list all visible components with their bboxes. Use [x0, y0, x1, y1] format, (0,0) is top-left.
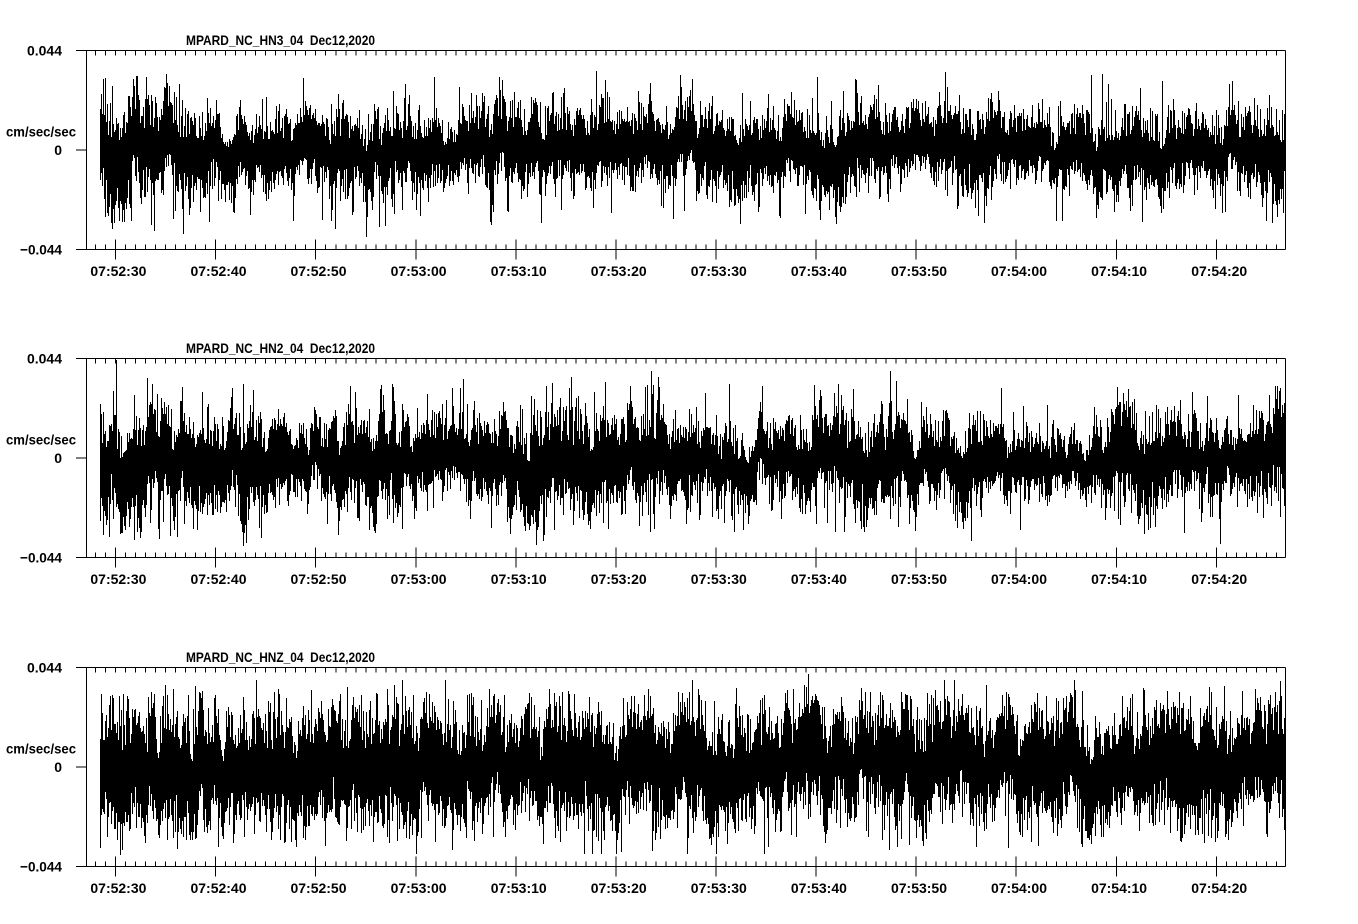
svg-text:07:53:00: 07:53:00 — [391, 880, 447, 896]
svg-text:0: 0 — [54, 450, 62, 466]
svg-text:07:54:20: 07:54:20 — [1191, 571, 1247, 587]
svg-text:cm/sec/sec: cm/sec/sec — [6, 432, 76, 448]
svg-text:07:54:00: 07:54:00 — [991, 880, 1047, 896]
svg-text:07:54:10: 07:54:10 — [1091, 571, 1147, 587]
svg-text:07:54:10: 07:54:10 — [1091, 880, 1147, 896]
svg-text:07:52:50: 07:52:50 — [291, 880, 347, 896]
svg-text:07:53:20: 07:53:20 — [591, 571, 647, 587]
svg-text:07:53:40: 07:53:40 — [791, 880, 847, 896]
svg-text:−0.044: −0.044 — [20, 550, 62, 566]
svg-text:07:53:10: 07:53:10 — [491, 880, 547, 896]
svg-text:07:53:30: 07:53:30 — [691, 880, 747, 896]
svg-text:07:53:10: 07:53:10 — [491, 571, 547, 587]
svg-text:MPARD_NC_HN2_04 Dec12,2020: MPARD_NC_HN2_04 Dec12,2020 — [186, 340, 375, 356]
svg-text:07:52:50: 07:52:50 — [291, 571, 347, 587]
svg-text:07:53:10: 07:53:10 — [491, 263, 547, 279]
svg-text:0: 0 — [54, 142, 62, 158]
svg-text:07:53:50: 07:53:50 — [891, 571, 947, 587]
svg-text:07:53:50: 07:53:50 — [891, 263, 947, 279]
svg-text:MPARD_NC_HNZ_04 Dec12,2020: MPARD_NC_HNZ_04 Dec12,2020 — [186, 649, 375, 665]
svg-text:07:53:00: 07:53:00 — [391, 571, 447, 587]
svg-text:07:53:00: 07:53:00 — [391, 263, 447, 279]
svg-text:07:53:20: 07:53:20 — [591, 263, 647, 279]
svg-text:0.044: 0.044 — [27, 660, 62, 676]
svg-text:07:54:10: 07:54:10 — [1091, 263, 1147, 279]
svg-text:07:52:50: 07:52:50 — [291, 263, 347, 279]
svg-text:07:52:30: 07:52:30 — [90, 880, 146, 896]
svg-text:07:54:00: 07:54:00 — [991, 571, 1047, 587]
svg-text:07:54:20: 07:54:20 — [1191, 880, 1247, 896]
svg-text:07:52:30: 07:52:30 — [90, 571, 146, 587]
svg-text:MPARD_NC_HN3_04 Dec12,2020: MPARD_NC_HN3_04 Dec12,2020 — [186, 32, 375, 48]
svg-text:−0.044: −0.044 — [20, 242, 62, 258]
svg-text:07:53:40: 07:53:40 — [791, 571, 847, 587]
svg-text:07:53:30: 07:53:30 — [691, 263, 747, 279]
svg-text:07:53:40: 07:53:40 — [791, 263, 847, 279]
svg-text:07:52:40: 07:52:40 — [191, 571, 247, 587]
svg-text:07:54:20: 07:54:20 — [1191, 263, 1247, 279]
svg-text:07:54:00: 07:54:00 — [991, 263, 1047, 279]
svg-text:cm/sec/sec: cm/sec/sec — [6, 741, 76, 757]
svg-text:0.044: 0.044 — [27, 351, 62, 367]
svg-text:cm/sec/sec: cm/sec/sec — [6, 124, 76, 140]
svg-text:07:53:30: 07:53:30 — [691, 571, 747, 587]
svg-text:−0.044: −0.044 — [20, 859, 62, 875]
svg-text:07:53:20: 07:53:20 — [591, 880, 647, 896]
svg-text:07:52:30: 07:52:30 — [90, 263, 146, 279]
svg-text:07:52:40: 07:52:40 — [191, 880, 247, 896]
svg-text:07:53:50: 07:53:50 — [891, 880, 947, 896]
svg-text:0.044: 0.044 — [27, 43, 62, 59]
svg-text:07:52:40: 07:52:40 — [191, 263, 247, 279]
svg-text:0: 0 — [54, 759, 62, 775]
